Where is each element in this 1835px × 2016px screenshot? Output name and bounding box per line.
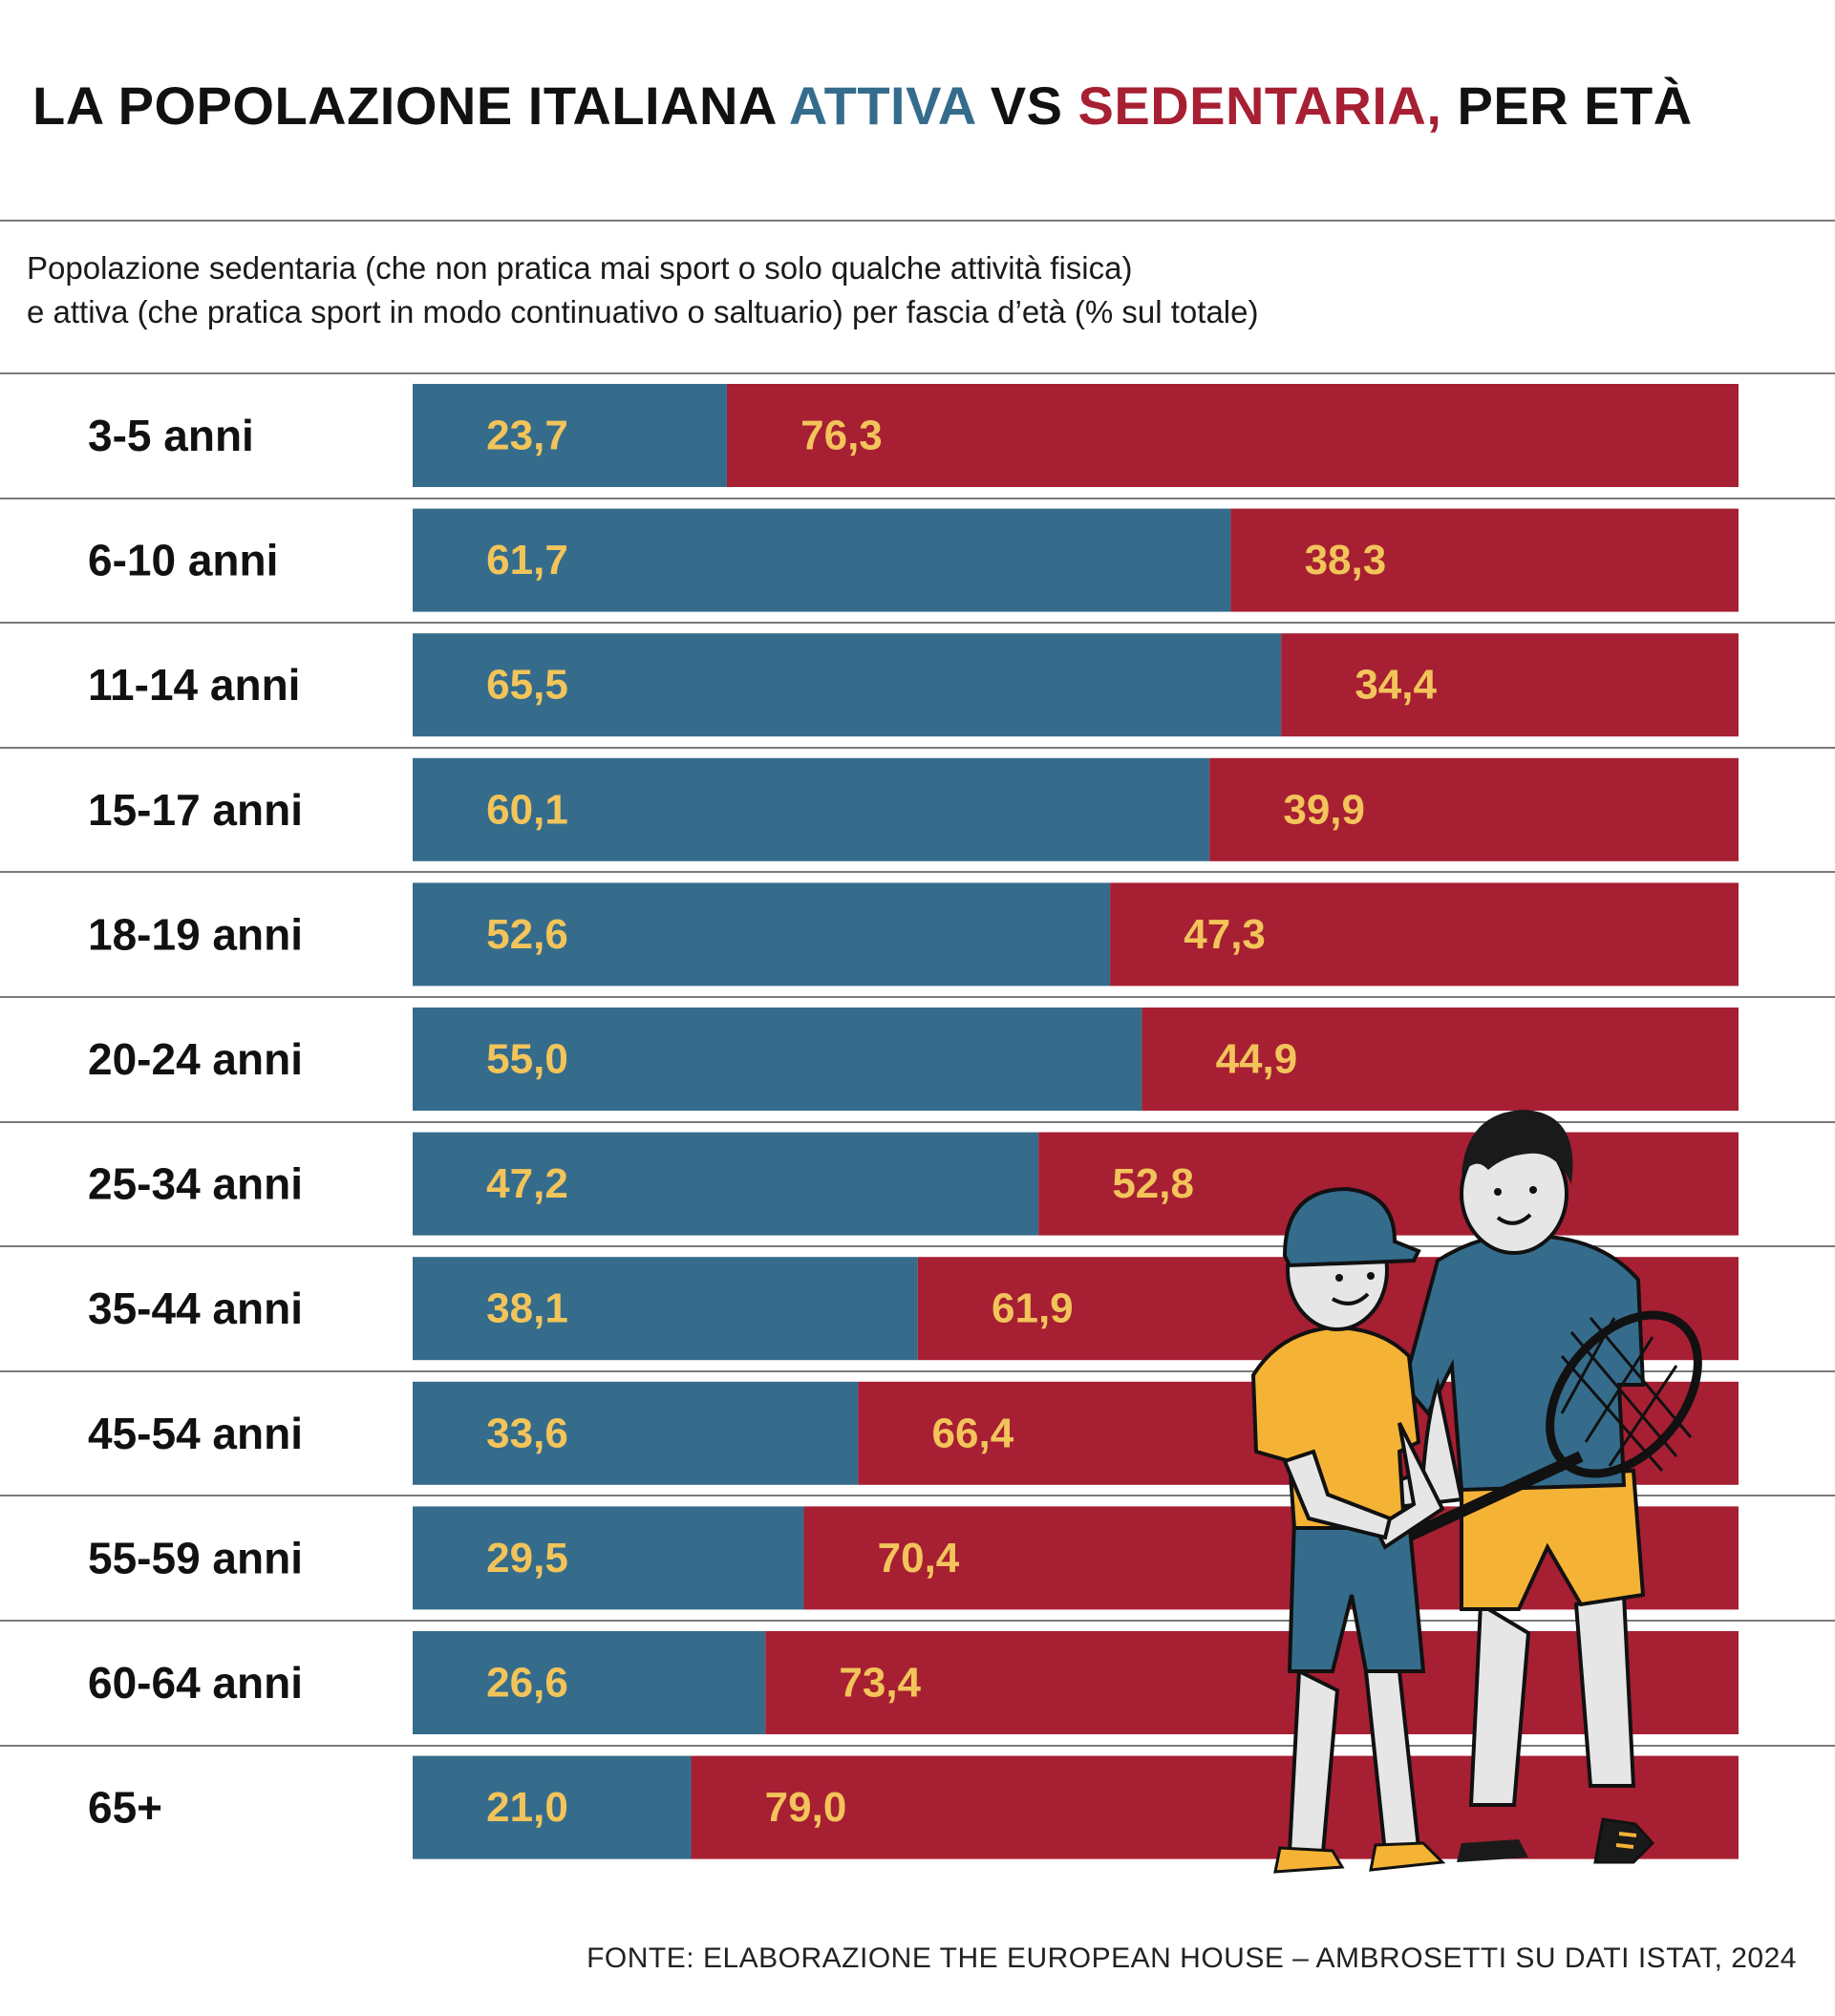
bar-attiva — [413, 882, 1111, 987]
value-label-sedentaria: 44,9 — [1216, 1036, 1298, 1083]
age-label: 65+ — [88, 1783, 162, 1833]
value-label-attiva: 26,6 — [486, 1660, 568, 1707]
title-part2: VS — [974, 75, 1078, 136]
value-label-sedentaria: 38,3 — [1305, 537, 1387, 584]
bar-attiva — [413, 1381, 859, 1485]
bar-attiva — [413, 1008, 1142, 1111]
value-label-attiva: 65,5 — [486, 662, 568, 709]
value-label-sedentaria: 34,4 — [1355, 662, 1437, 709]
value-label-sedentaria: 73,4 — [839, 1660, 921, 1707]
value-label-sedentaria: 52,8 — [1112, 1160, 1194, 1207]
bar-sedentaria — [765, 1631, 1739, 1734]
value-label-sedentaria: 76,3 — [800, 413, 883, 459]
value-label-attiva: 33,6 — [486, 1410, 568, 1456]
title-part3: PER ETÀ — [1441, 75, 1693, 136]
bar-attiva — [413, 508, 1231, 612]
title-divider — [0, 220, 1835, 222]
age-label: 18-19 anni — [88, 909, 303, 959]
subtitle-line-2: e attiva (che pratica sport in modo cont… — [27, 294, 1259, 329]
bar-sedentaria — [1281, 633, 1739, 737]
value-label-sedentaria: 39,9 — [1283, 786, 1365, 833]
value-label-attiva: 52,6 — [486, 911, 568, 958]
subtitle-line-1: Popolazione sedentaria (che non pratica … — [27, 250, 1133, 286]
age-label: 55-59 anni — [88, 1533, 303, 1582]
age-label: 25-34 anni — [88, 1159, 303, 1209]
bar-attiva — [413, 1132, 1039, 1236]
chart-subtitle: Popolazione sedentaria (che non pratica … — [27, 246, 1258, 334]
bar-attiva — [413, 1755, 692, 1859]
bar-sedentaria — [691, 1755, 1739, 1859]
bar-attiva — [413, 757, 1210, 861]
value-label-attiva: 55,0 — [486, 1036, 568, 1083]
value-label-attiva: 29,5 — [486, 1535, 568, 1581]
bar-sedentaria — [1230, 508, 1739, 612]
chart-title: LA POPOLAZIONE ITALIANA ATTIVA VS SEDENT… — [32, 74, 1693, 137]
bar-attiva — [413, 1506, 804, 1610]
age-label: 11-14 anni — [88, 660, 300, 710]
value-label-attiva: 60,1 — [486, 786, 568, 833]
bar-sedentaria — [1209, 757, 1739, 861]
value-label-attiva: 38,1 — [486, 1285, 568, 1332]
age-label: 60-64 anni — [88, 1658, 303, 1708]
value-label-sedentaria: 66,4 — [932, 1410, 1014, 1456]
bar-attiva — [413, 1257, 918, 1361]
value-label-attiva: 21,0 — [486, 1784, 568, 1831]
title-attiva: ATTIVA — [788, 75, 975, 136]
value-label-attiva: 61,7 — [486, 537, 568, 584]
bar-sedentaria — [726, 384, 1739, 487]
age-label: 15-17 anni — [88, 785, 303, 835]
bar-attiva — [413, 384, 727, 487]
title-part1: LA POPOLAZIONE ITALIANA — [32, 75, 789, 136]
bar-sedentaria — [1142, 1008, 1739, 1111]
value-label-sedentaria: 61,9 — [992, 1285, 1074, 1332]
age-label: 45-54 anni — [88, 1409, 303, 1458]
value-label-attiva: 47,2 — [486, 1160, 568, 1207]
tennis-coach-child-illustration — [1250, 1110, 1702, 1874]
value-label-attiva: 23,7 — [486, 413, 568, 459]
age-label: 20-24 anni — [88, 1034, 303, 1084]
value-label-sedentaria: 47,3 — [1184, 911, 1266, 958]
source-note: FONTE: ELABORAZIONE THE EUROPEAN HOUSE –… — [587, 1942, 1797, 1974]
bar-attiva — [413, 1631, 766, 1734]
age-label: 35-44 anni — [88, 1284, 303, 1333]
age-label: 3-5 anni — [88, 411, 254, 460]
value-label-sedentaria: 79,0 — [765, 1784, 847, 1831]
age-label: 6-10 anni — [88, 536, 278, 585]
value-label-sedentaria: 70,4 — [878, 1535, 960, 1581]
bar-attiva — [413, 633, 1282, 737]
title-sedentaria: SEDENTARIA, — [1078, 75, 1442, 136]
bar-sedentaria — [1110, 882, 1739, 987]
